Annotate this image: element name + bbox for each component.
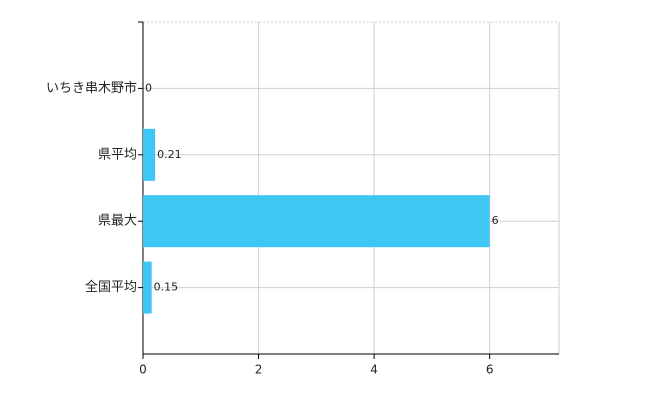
y-tick-label: 県最大 [98,214,137,229]
y-tick-label: 県平均 [98,147,137,162]
data-label: 0.15 [154,281,179,294]
x-tick-label: 4 [370,363,378,377]
y-tick-label: 全国平均 [85,279,137,295]
data-label: 6 [492,214,499,227]
bar [143,128,156,181]
data-label: 0.21 [157,148,182,161]
x-tick-label: 0 [139,363,147,377]
x-tick-label: 2 [255,363,263,377]
y-tick-label: いちき串木野市 [46,80,137,96]
data-label: 0 [145,81,152,94]
bar [143,261,152,314]
bar [143,195,490,248]
x-tick-label: 6 [486,363,494,377]
